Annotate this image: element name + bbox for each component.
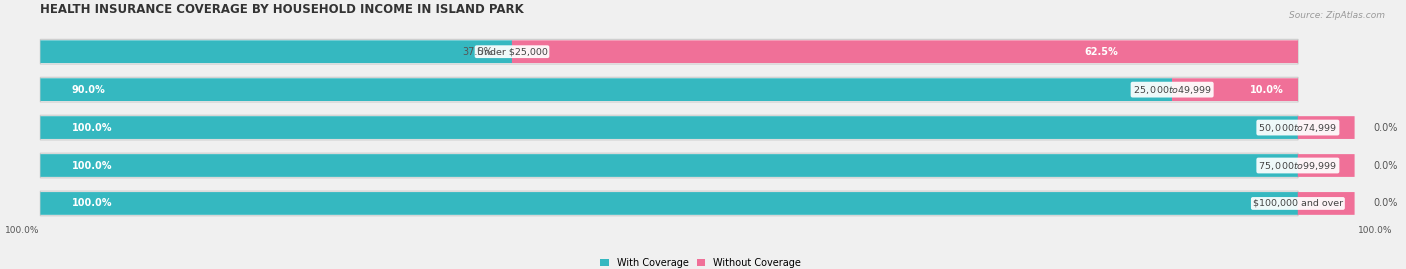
Text: $100,000 and over: $100,000 and over — [1253, 199, 1343, 208]
Text: 100.0%: 100.0% — [72, 123, 112, 133]
Text: 10.0%: 10.0% — [1250, 85, 1284, 95]
Text: 0.0%: 0.0% — [1374, 123, 1398, 133]
Text: 0.0%: 0.0% — [1374, 199, 1398, 208]
Text: Under $25,000: Under $25,000 — [477, 47, 547, 56]
FancyBboxPatch shape — [41, 153, 1298, 178]
Text: 100.0%: 100.0% — [72, 161, 112, 171]
Text: 0.0%: 0.0% — [1374, 161, 1398, 171]
FancyBboxPatch shape — [41, 116, 1298, 139]
Text: HEALTH INSURANCE COVERAGE BY HOUSEHOLD INCOME IN ISLAND PARK: HEALTH INSURANCE COVERAGE BY HOUSEHOLD I… — [41, 3, 524, 16]
FancyBboxPatch shape — [41, 39, 1298, 64]
Text: $75,000 to $99,999: $75,000 to $99,999 — [1258, 160, 1337, 172]
Text: $50,000 to $74,999: $50,000 to $74,999 — [1258, 122, 1337, 134]
Text: 62.5%: 62.5% — [1084, 47, 1118, 57]
FancyBboxPatch shape — [41, 192, 1298, 215]
FancyBboxPatch shape — [1298, 154, 1354, 177]
FancyBboxPatch shape — [41, 191, 1298, 216]
Legend: With Coverage, Without Coverage: With Coverage, Without Coverage — [600, 257, 801, 268]
FancyBboxPatch shape — [41, 77, 1298, 102]
FancyBboxPatch shape — [41, 154, 1298, 177]
FancyBboxPatch shape — [41, 78, 1173, 101]
FancyBboxPatch shape — [1173, 78, 1298, 101]
FancyBboxPatch shape — [512, 40, 1298, 63]
Text: 37.5%: 37.5% — [463, 47, 494, 57]
Text: $25,000 to $49,999: $25,000 to $49,999 — [1133, 84, 1212, 96]
Text: Source: ZipAtlas.com: Source: ZipAtlas.com — [1289, 11, 1385, 20]
FancyBboxPatch shape — [1298, 116, 1354, 139]
Text: 100.0%: 100.0% — [1358, 226, 1392, 235]
FancyBboxPatch shape — [41, 40, 512, 63]
Text: 100.0%: 100.0% — [6, 226, 39, 235]
FancyBboxPatch shape — [1298, 192, 1354, 215]
Text: 90.0%: 90.0% — [72, 85, 105, 95]
FancyBboxPatch shape — [41, 115, 1298, 140]
Text: 100.0%: 100.0% — [72, 199, 112, 208]
